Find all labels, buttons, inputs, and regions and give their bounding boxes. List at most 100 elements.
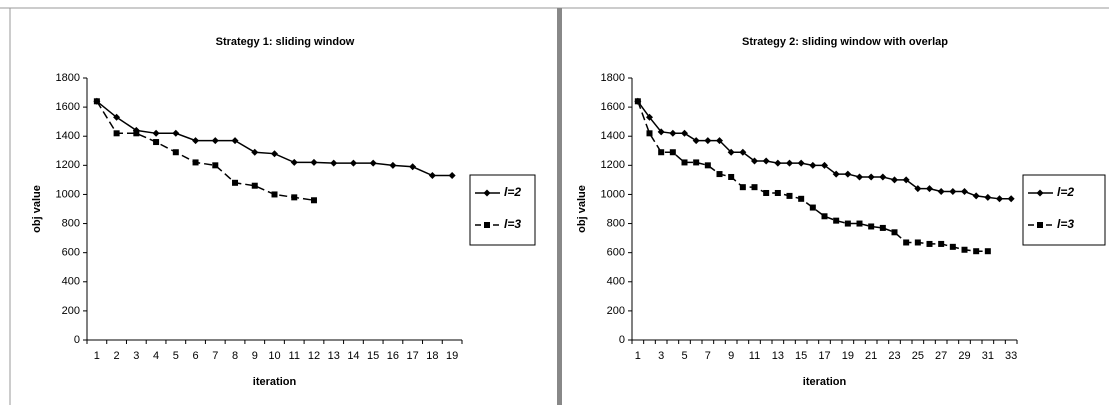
marker [902, 176, 910, 184]
marker [996, 195, 1003, 203]
marker [798, 195, 805, 202]
marker [809, 204, 816, 211]
marker [727, 148, 735, 156]
marker [369, 159, 377, 167]
marker [832, 170, 840, 178]
marker [113, 113, 121, 121]
chart-title: Strategy 1: sliding window [216, 36, 355, 48]
y-tick-label: 1800 [601, 72, 625, 84]
marker [634, 98, 641, 105]
marker [938, 240, 945, 247]
marker [448, 172, 456, 180]
marker [786, 159, 793, 167]
marker [961, 246, 968, 253]
y-tick-label: 0 [619, 334, 625, 346]
x-tick-label: 7 [212, 350, 218, 362]
marker [704, 137, 712, 145]
marker [833, 217, 840, 224]
marker [646, 113, 653, 121]
x-tick-label: 1 [635, 350, 641, 362]
marker [330, 159, 338, 167]
marker [646, 130, 653, 137]
y-tick-label: 1000 [601, 188, 625, 200]
marker [821, 213, 828, 220]
y-tick-label: 1400 [56, 130, 80, 142]
x-tick-label: 9 [252, 350, 258, 362]
x-tick-label: 23 [888, 350, 900, 362]
x-tick-label: 21 [865, 350, 877, 362]
marker [428, 172, 436, 180]
x-tick-label: 8 [232, 350, 238, 362]
x-tick-label: 15 [795, 350, 807, 362]
x-tick-label: 15 [367, 350, 379, 362]
y-tick-label: 400 [62, 276, 80, 288]
marker [113, 130, 120, 137]
x-tick-label: 5 [681, 350, 687, 362]
y-tick-label: 1600 [601, 101, 625, 113]
marker [774, 159, 782, 167]
marker [937, 188, 945, 196]
marker [821, 161, 828, 169]
marker [657, 128, 665, 136]
marker [310, 158, 318, 166]
marker [774, 189, 781, 196]
y-tick-label: 200 [607, 305, 625, 317]
y-axis-title: obj value [576, 185, 588, 233]
marker [271, 150, 278, 158]
y-tick-label: 1800 [56, 72, 80, 84]
legend-label: l=3 [1057, 217, 1074, 231]
marker [212, 162, 219, 169]
x-tick-label: 18 [426, 350, 438, 362]
marker [751, 157, 758, 165]
marker [856, 173, 863, 181]
marker [192, 159, 199, 166]
y-tick-label: 600 [62, 247, 80, 259]
x-tick-label: 17 [407, 350, 419, 362]
marker [751, 184, 758, 191]
x-tick-label: 3 [133, 350, 139, 362]
marker [349, 159, 357, 167]
x-tick-label: 16 [387, 350, 399, 362]
marker [271, 191, 278, 198]
marker [669, 149, 676, 156]
y-tick-label: 800 [607, 217, 625, 229]
marker [856, 220, 863, 227]
marker [172, 129, 180, 137]
marker [984, 248, 991, 255]
marker [961, 188, 968, 196]
marker [739, 184, 746, 191]
y-tick-label: 400 [607, 276, 625, 288]
x-tick-label: 9 [728, 350, 734, 362]
series-line [96, 100, 315, 202]
y-tick-label: 600 [607, 247, 625, 259]
panel-separator [557, 8, 562, 405]
marker [879, 173, 887, 181]
x-tick-label: 4 [153, 350, 159, 362]
marker [914, 185, 922, 193]
legend-label: l=2 [504, 185, 521, 199]
x-axis-title: iteration [253, 376, 297, 388]
x-tick-label: 19 [446, 350, 458, 362]
marker [972, 192, 980, 200]
x-tick-label: 3 [658, 350, 664, 362]
legend-label: l=2 [1057, 185, 1074, 199]
y-tick-label: 1400 [601, 130, 625, 142]
marker [389, 161, 397, 169]
x-tick-label: 29 [958, 350, 970, 362]
y-tick-label: 1200 [56, 159, 80, 171]
x-tick-label: 17 [818, 350, 830, 362]
x-tick-label: 1 [94, 350, 100, 362]
marker [926, 185, 933, 193]
marker [891, 229, 898, 236]
y-tick-label: 1600 [56, 101, 80, 113]
marker [867, 173, 875, 181]
marker [211, 137, 219, 145]
marker [914, 239, 921, 246]
marker [704, 162, 711, 169]
legend-box [469, 174, 536, 246]
marker [797, 159, 805, 167]
marker [891, 176, 898, 184]
marker [251, 148, 259, 156]
y-axis-title: obj value [31, 185, 43, 233]
